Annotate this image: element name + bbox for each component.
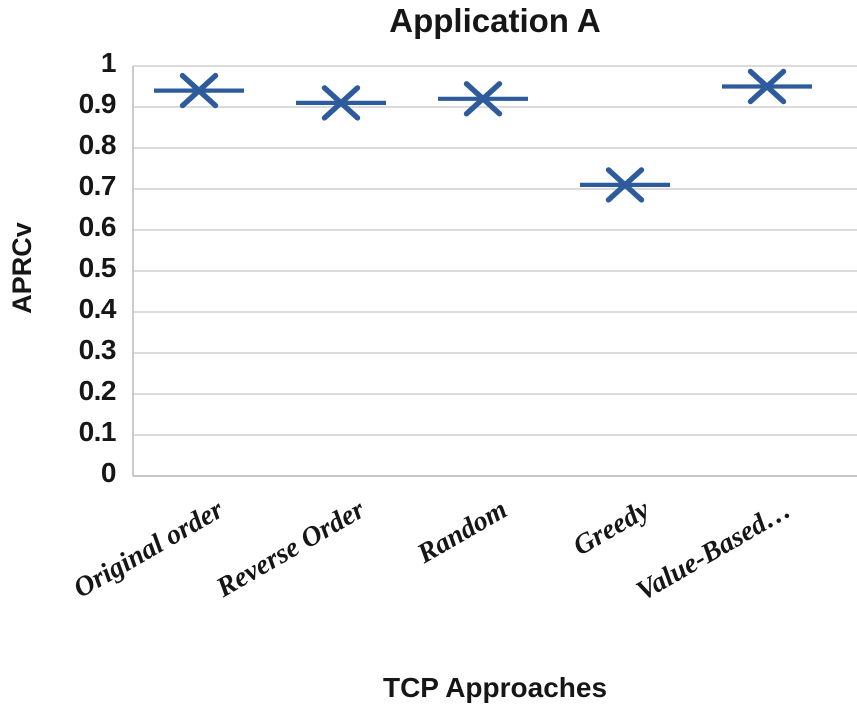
y-tick-label: 1 <box>100 47 117 78</box>
marker-x-stroke <box>179 72 219 109</box>
chart-title: Application A <box>389 2 601 39</box>
y-tick-label: 0.9 <box>78 88 117 119</box>
marker-x-stroke <box>463 81 503 117</box>
y-tick-label: 0.4 <box>78 293 117 324</box>
y-tick-label: 0.1 <box>78 416 117 447</box>
y-tick-label: 0.5 <box>78 252 117 283</box>
x-axis-title: TCP Approaches <box>382 672 608 703</box>
y-tick-label: 0.2 <box>78 375 117 406</box>
marker-x-stroke <box>605 167 645 203</box>
marker-x-stroke <box>321 85 361 121</box>
y-tick-label: 0.7 <box>78 170 117 201</box>
y-tick-label: 0.8 <box>78 129 117 160</box>
y-tick-label: 0 <box>100 457 117 488</box>
marker-x-stroke <box>747 68 787 105</box>
y-tick-label: 0.6 <box>78 211 117 242</box>
y-tick-label: 0.3 <box>78 334 117 365</box>
